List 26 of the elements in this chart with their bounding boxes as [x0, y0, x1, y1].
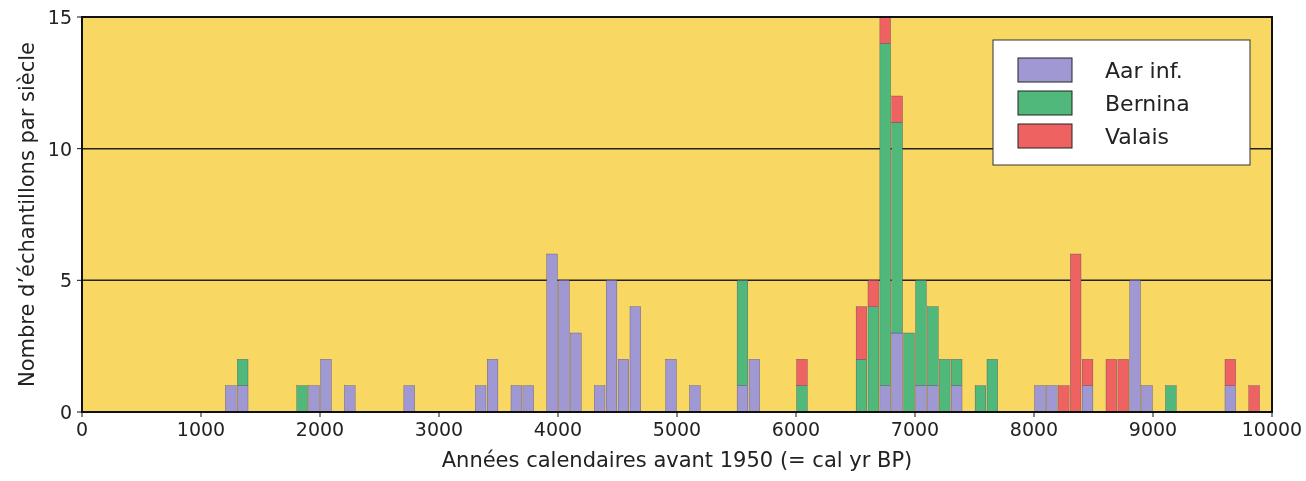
x-tick-label: 2000: [295, 418, 345, 440]
legend-label: Bernina: [1105, 91, 1190, 116]
bar: [689, 385, 701, 413]
x-tick-label: 5000: [652, 418, 702, 440]
x-tick-label: 4000: [533, 418, 583, 440]
y-tick-label: 5: [59, 269, 72, 292]
x-tick-label: 9000: [1128, 418, 1178, 440]
x-tick-label: 3000: [414, 418, 464, 440]
x-tick-label: 10000: [1241, 418, 1303, 440]
y-tick-label: 0: [59, 401, 72, 423]
y-tick-label: 10: [47, 137, 72, 160]
legend-label: Valais: [1105, 124, 1169, 149]
y-axis-title: Nombre d’échantillons par siècle: [15, 41, 39, 388]
x-tick-label: 8000: [1009, 418, 1059, 440]
x-tick-label: 0: [75, 418, 89, 440]
bar: [344, 385, 356, 413]
bar: [1248, 385, 1260, 413]
x-tick-label: 1000: [176, 418, 226, 440]
legend-label: Aar inf.: [1105, 58, 1183, 83]
x-axis-title: Années calendaires avant 1950 (= cal yr BP): [441, 448, 913, 472]
x-tick-label: 6000: [771, 418, 821, 440]
y-tick-label: 15: [47, 6, 72, 28]
bar: [1165, 385, 1177, 413]
bar: [665, 359, 677, 413]
x-tick-label: 7000: [890, 418, 940, 440]
bar: [403, 385, 415, 413]
